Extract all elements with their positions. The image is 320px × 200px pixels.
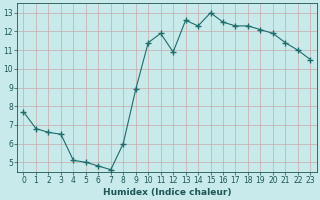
- X-axis label: Humidex (Indice chaleur): Humidex (Indice chaleur): [103, 188, 231, 197]
